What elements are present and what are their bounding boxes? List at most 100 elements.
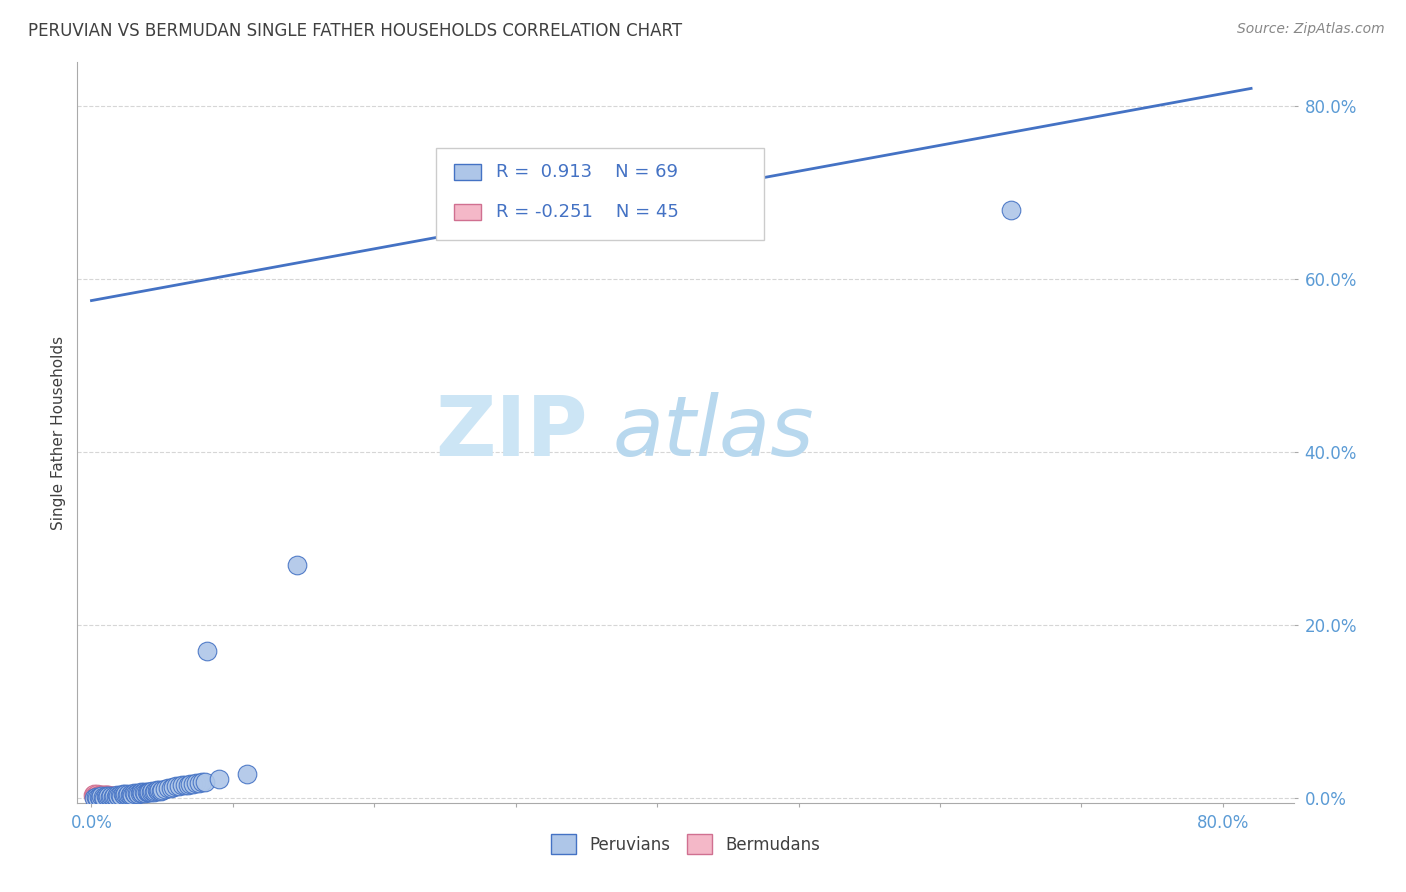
Point	[150, 782, 173, 797]
Point	[179, 777, 201, 791]
Point	[98, 789, 121, 804]
Point	[173, 778, 195, 792]
Point	[120, 787, 142, 801]
Point	[107, 789, 129, 804]
Text: R = -0.251    N = 45: R = -0.251 N = 45	[496, 203, 679, 221]
Point	[128, 786, 150, 800]
Point	[111, 787, 134, 801]
Point	[96, 789, 118, 803]
Point	[90, 789, 112, 803]
Legend: Peruvians, Bermudans: Peruvians, Bermudans	[544, 828, 827, 861]
Point	[104, 789, 127, 804]
Point	[132, 785, 155, 799]
Point	[83, 787, 105, 801]
Point	[117, 787, 139, 801]
Point	[94, 789, 117, 803]
Point	[89, 789, 111, 803]
Point	[194, 775, 217, 789]
Point	[108, 789, 131, 803]
Point	[86, 790, 108, 805]
Point	[100, 789, 122, 803]
Point	[118, 788, 141, 802]
Point	[114, 787, 136, 801]
Point	[107, 789, 129, 803]
Point	[96, 789, 118, 804]
Point	[93, 788, 115, 802]
Point	[146, 783, 169, 797]
Point	[83, 789, 105, 803]
Point	[103, 789, 125, 804]
Point	[176, 778, 198, 792]
Point	[114, 789, 136, 804]
Point	[156, 780, 179, 795]
Point	[135, 785, 157, 799]
Point	[108, 789, 131, 804]
Point	[94, 788, 117, 802]
FancyBboxPatch shape	[436, 147, 765, 240]
Point	[84, 788, 107, 802]
Point	[208, 772, 231, 786]
Point	[1000, 202, 1022, 217]
Point	[148, 782, 170, 797]
Point	[110, 789, 132, 804]
Point	[122, 786, 145, 800]
Point	[97, 789, 120, 803]
Point	[136, 784, 159, 798]
Point	[153, 781, 176, 796]
Point	[94, 789, 117, 803]
Point	[236, 767, 259, 781]
Point	[143, 783, 166, 797]
Point	[98, 789, 121, 803]
Point	[184, 776, 207, 790]
Point	[84, 789, 107, 804]
Y-axis label: Single Father Households: Single Father Households	[51, 335, 66, 530]
Point	[159, 780, 181, 795]
Point	[105, 788, 128, 802]
FancyBboxPatch shape	[454, 204, 481, 220]
Point	[107, 789, 129, 803]
Point	[83, 790, 105, 805]
Text: ZIP: ZIP	[436, 392, 588, 473]
Point	[86, 787, 108, 801]
Point	[101, 789, 124, 804]
Point	[108, 788, 131, 802]
Point	[89, 788, 111, 802]
Point	[91, 788, 114, 802]
Point	[98, 789, 121, 804]
Text: PERUVIAN VS BERMUDAN SINGLE FATHER HOUSEHOLDS CORRELATION CHART: PERUVIAN VS BERMUDAN SINGLE FATHER HOUSE…	[28, 22, 682, 40]
Point	[191, 775, 214, 789]
Point	[111, 789, 134, 804]
Point	[124, 787, 146, 801]
Point	[105, 789, 128, 804]
Point	[87, 789, 110, 804]
Point	[134, 786, 156, 800]
Point	[285, 558, 308, 572]
Point	[86, 789, 108, 803]
Point	[100, 789, 122, 803]
Point	[87, 789, 110, 803]
Point	[105, 789, 128, 803]
Point	[181, 777, 204, 791]
Point	[90, 789, 112, 803]
Point	[91, 789, 114, 804]
Point	[138, 785, 160, 799]
Point	[103, 789, 125, 803]
Point	[110, 789, 132, 803]
Text: Source: ZipAtlas.com: Source: ZipAtlas.com	[1237, 22, 1385, 37]
Point	[167, 780, 190, 794]
Point	[82, 788, 104, 802]
Point	[125, 786, 148, 800]
Point	[87, 788, 110, 802]
Point	[110, 789, 132, 803]
Point	[104, 789, 127, 804]
Point	[112, 789, 135, 804]
Point	[149, 783, 172, 797]
Point	[127, 787, 149, 801]
Point	[100, 789, 122, 804]
Point	[84, 789, 107, 803]
Point	[97, 789, 120, 803]
Point	[141, 783, 163, 797]
Point	[165, 780, 187, 794]
Point	[121, 788, 143, 802]
Point	[162, 780, 184, 795]
